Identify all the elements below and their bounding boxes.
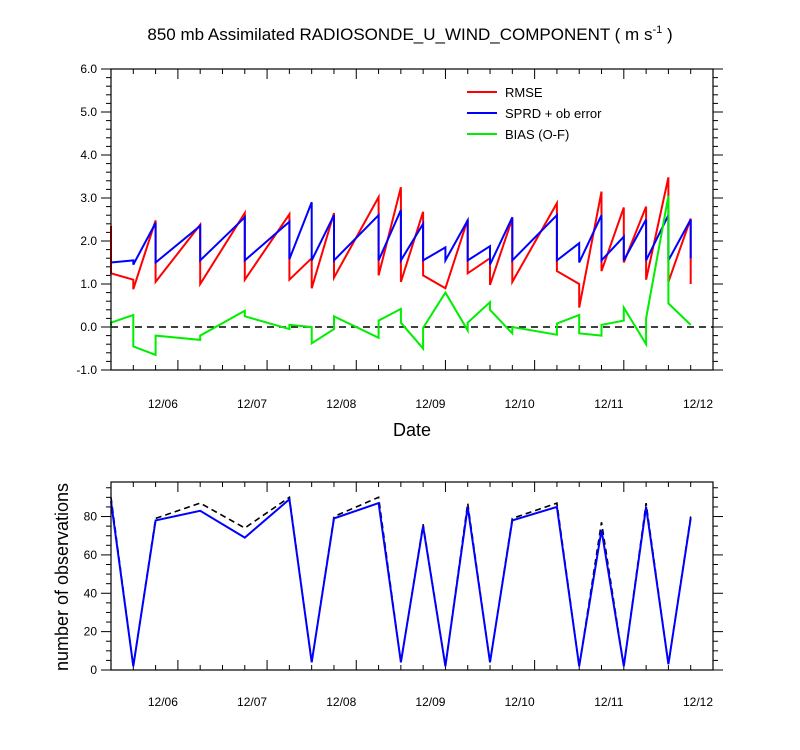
x-tick-label: 12/07 bbox=[237, 397, 267, 411]
y-tick-label: 5.0 bbox=[80, 105, 97, 119]
bottom-y-tick-labels: 0 20 40 60 80 bbox=[84, 510, 98, 677]
x-tick-label: 12/09 bbox=[415, 695, 445, 709]
y-axis-title: number of observations bbox=[52, 483, 72, 671]
y-tick-label: 2.0 bbox=[80, 234, 97, 248]
x-tick-label: 12/10 bbox=[505, 397, 535, 411]
y-tick-label: 6.0 bbox=[80, 62, 97, 76]
top-plot-frame bbox=[110, 68, 714, 371]
x-tick-label: 12/12 bbox=[683, 695, 713, 709]
x-tick-label: 12/06 bbox=[148, 695, 178, 709]
y-tick-label: -1.0 bbox=[76, 363, 97, 377]
x-tick-label: 12/07 bbox=[237, 695, 267, 709]
x-tick-label: 12/08 bbox=[326, 695, 356, 709]
series-line-0 bbox=[110, 177, 692, 308]
x-tick-label: 12/10 bbox=[505, 695, 535, 709]
legend: RMSE SPRD + ob error BIAS (O-F) bbox=[467, 85, 602, 142]
x-tick-label: 12/08 bbox=[326, 397, 356, 411]
series-line-1 bbox=[110, 497, 692, 667]
chart-title: 850 mb Assimilated RADIOSONDE_U_WIND_COM… bbox=[147, 24, 672, 44]
y-tick-label: 60 bbox=[84, 548, 98, 562]
series-line-1 bbox=[110, 201, 692, 266]
bottom-plot-frame bbox=[110, 481, 714, 671]
y-tick-label: 80 bbox=[84, 510, 98, 524]
y-tick-label: 4.0 bbox=[80, 148, 97, 162]
top-ticks bbox=[101, 68, 723, 371]
top-y-tick-labels: -1.0 0.0 1.0 2.0 3.0 4.0 5.0 6.0 bbox=[76, 62, 97, 377]
y-tick-label: 40 bbox=[84, 586, 98, 600]
bottom-series-lines bbox=[110, 495, 692, 667]
series-line-0 bbox=[110, 495, 692, 667]
x-tick-label: 12/09 bbox=[415, 397, 445, 411]
legend-label: RMSE bbox=[505, 85, 543, 100]
y-tick-label: 20 bbox=[84, 625, 98, 639]
y-tick-label: 0 bbox=[90, 663, 97, 677]
legend-label: SPRD + ob error bbox=[505, 106, 602, 121]
bottom-x-tick-labels: 12/06 12/07 12/08 12/09 12/10 12/11 12/12 bbox=[148, 695, 713, 709]
x-tick-label: 12/11 bbox=[594, 695, 623, 709]
x-tick-label: 12/06 bbox=[148, 397, 178, 411]
y-tick-label: 3.0 bbox=[80, 191, 97, 205]
bottom-ticks bbox=[101, 482, 723, 671]
top-series-lines bbox=[110, 177, 692, 357]
x-tick-label: 12/12 bbox=[683, 397, 713, 411]
series-line-2 bbox=[110, 195, 692, 357]
x-tick-label: 12/11 bbox=[594, 397, 623, 411]
top-chart: 850 mb Assimilated RADIOSONDE_U_WIND_COM… bbox=[76, 24, 723, 440]
bottom-chart: 0 20 40 60 80 12/06 12/07 12/08 12/09 12/10 12/11… bbox=[52, 481, 723, 709]
y-tick-label: 0.0 bbox=[80, 320, 97, 334]
x-axis-title: Date bbox=[393, 420, 431, 440]
legend-label: BIAS (O-F) bbox=[505, 127, 569, 142]
y-tick-label: 1.0 bbox=[80, 277, 97, 291]
top-x-tick-labels: 12/06 12/07 12/08 12/09 12/10 12/11 12/12 bbox=[148, 397, 713, 411]
